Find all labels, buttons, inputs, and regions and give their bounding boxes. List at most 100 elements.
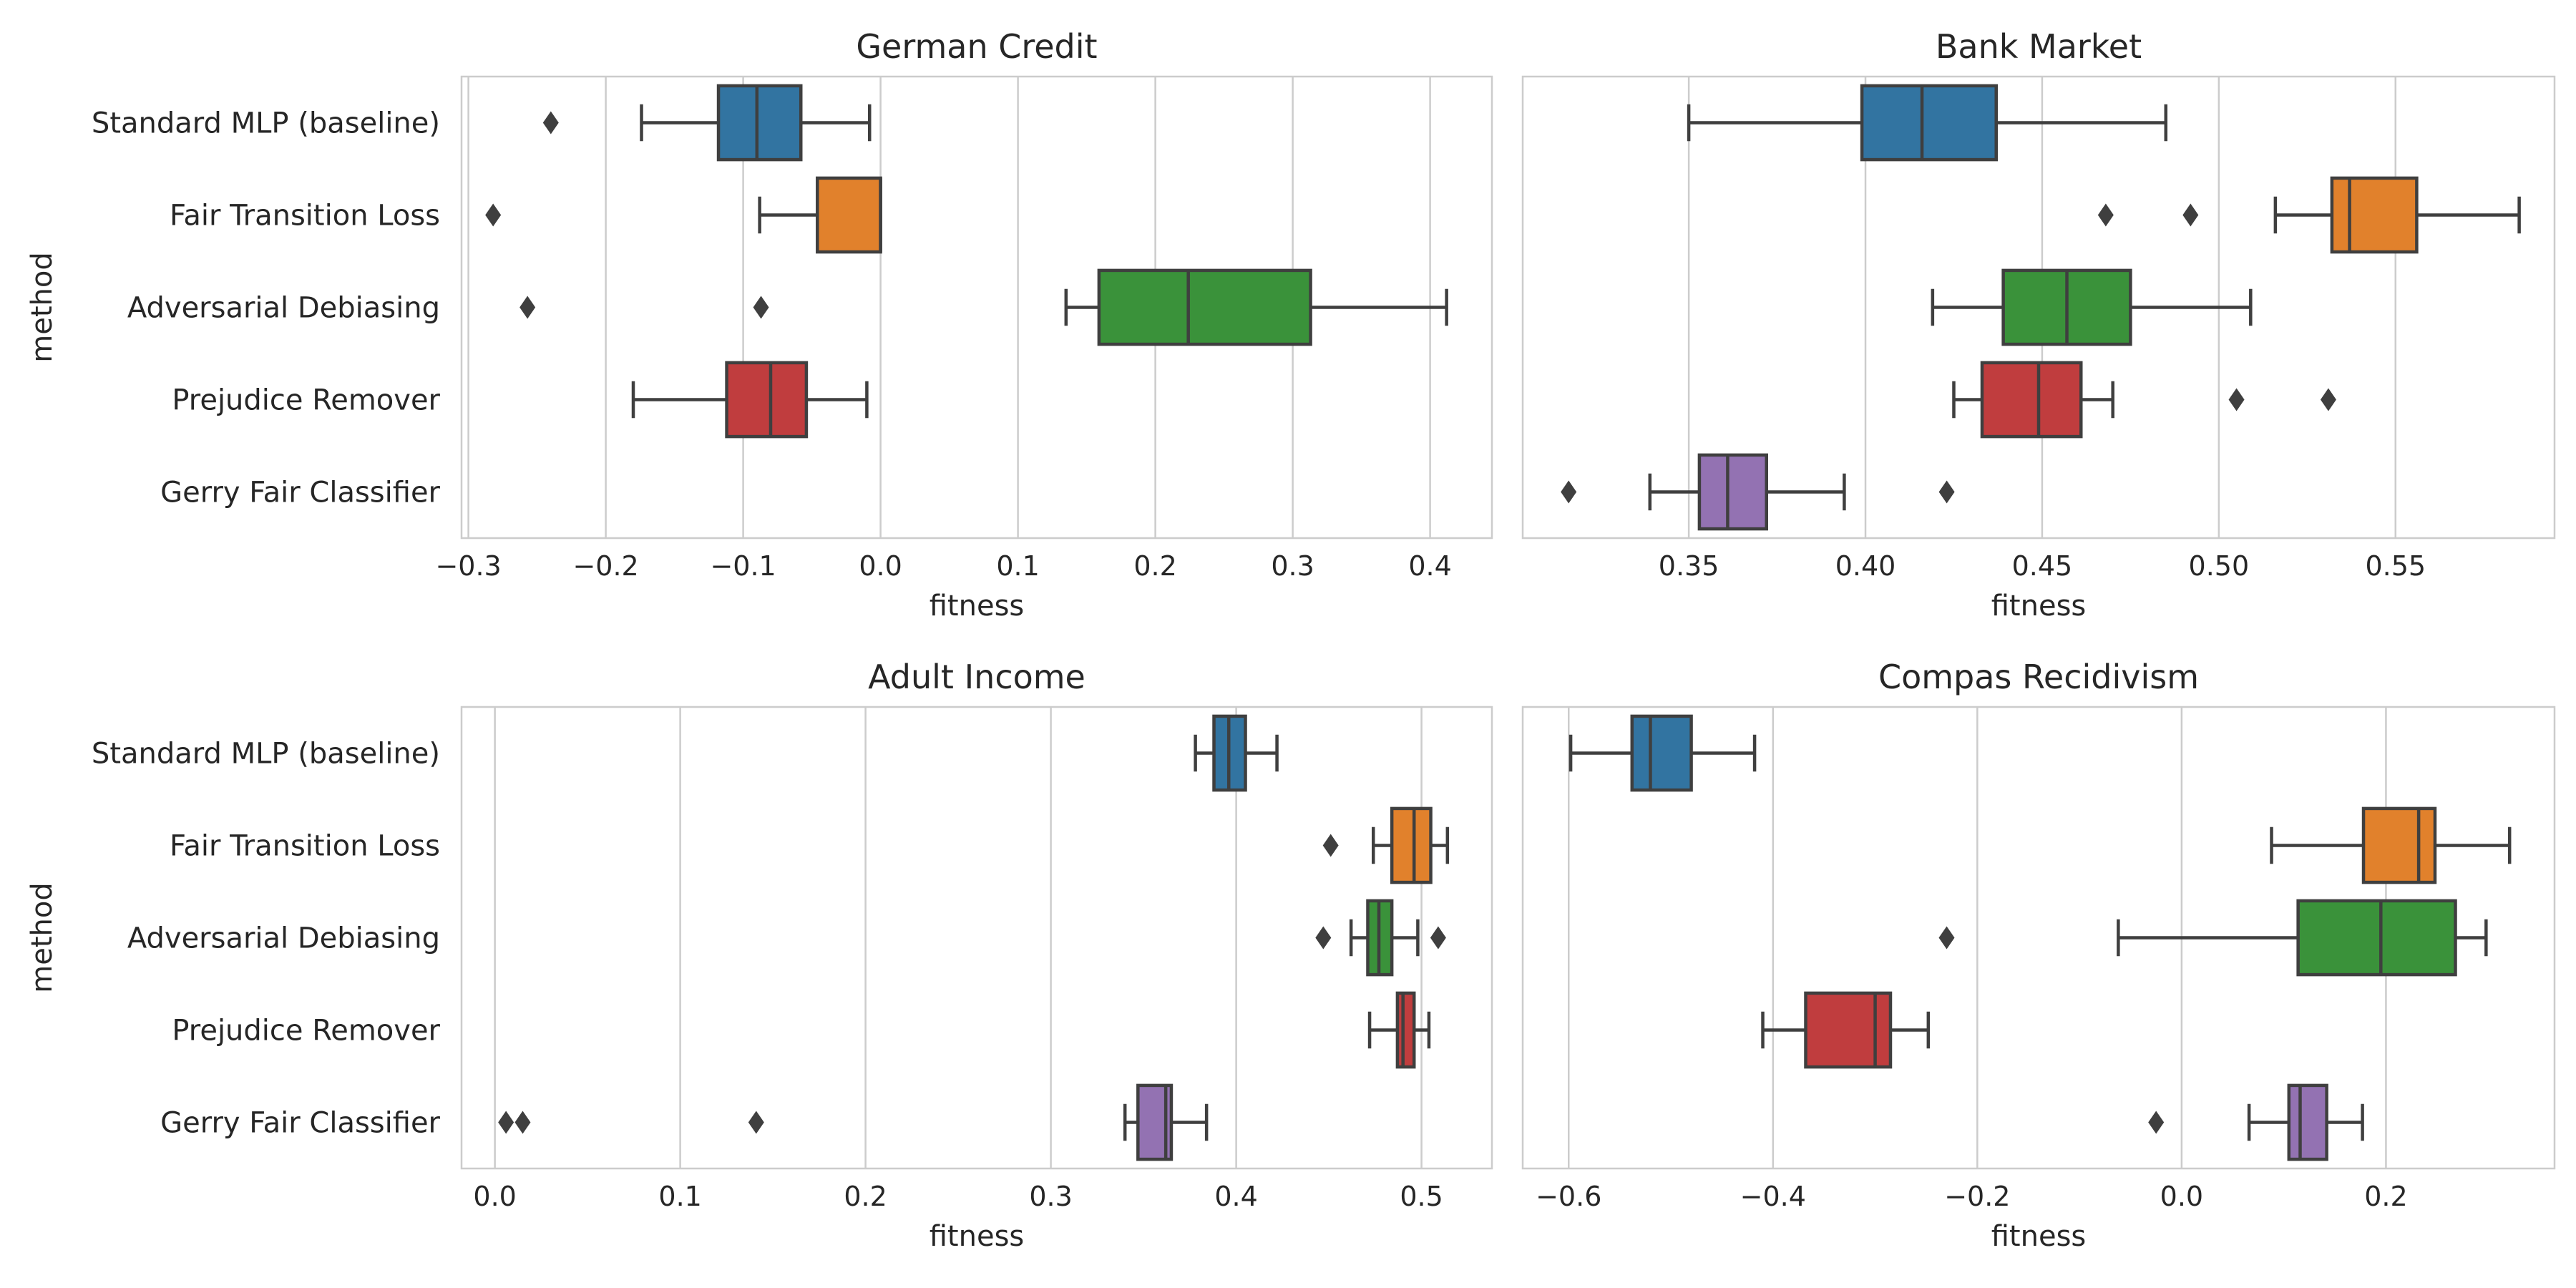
x-tick-label: 0.3 (1029, 1181, 1072, 1212)
y-category-label: Adversarial Debiasing (127, 922, 440, 955)
y-category-label: Standard MLP (baseline) (92, 738, 440, 771)
y-category-label: Standard MLP (baseline) (92, 107, 440, 140)
x-tick-label: −0.2 (572, 550, 638, 582)
box-adversarial-debiasing (1315, 899, 1446, 977)
box-standard-mlp-baseline (1194, 714, 1279, 792)
axes-frame (460, 706, 1493, 1170)
box-adversarial-debiasing (1938, 899, 2488, 977)
box-prejudice-remover (1367, 991, 1431, 1069)
iqr-box (2361, 806, 2437, 884)
iqr-box (1804, 991, 1893, 1069)
y-category-label: Prejudice Remover (172, 1015, 440, 1048)
outlier-point (1322, 834, 1339, 857)
x-tick-label: 0.5 (1400, 1181, 1443, 1212)
x-tick-label: 0.35 (1659, 550, 1719, 582)
y-axis-label: method (26, 882, 59, 992)
x-tick-label: 0.1 (658, 1181, 701, 1212)
outlier-point (1315, 926, 1332, 950)
box-prejudice-remover (1761, 991, 1931, 1069)
iqr-box (725, 361, 809, 439)
x-tick-label: 0.50 (2189, 550, 2250, 582)
outlier-point (1561, 480, 1577, 504)
y-category-label: Gerry Fair Classifier (160, 1107, 440, 1140)
outlier-point (1938, 480, 1955, 504)
iqr-box (1390, 806, 1433, 884)
outlier-point (542, 111, 559, 135)
iqr-box (1097, 268, 1312, 346)
y-category-label: Fair Transition Loss (170, 830, 440, 863)
panel-title: Bank Market (1936, 27, 2142, 66)
x-tick-label: 0.2 (2364, 1181, 2407, 1212)
axes-frame (1521, 75, 2556, 540)
outlier-point (519, 296, 536, 319)
x-tick-label: −0.3 (435, 550, 501, 582)
box-fair-transition-loss (485, 176, 882, 254)
iqr-box (2287, 1083, 2328, 1161)
outlier-point (2182, 203, 2199, 227)
iqr-box (716, 84, 803, 162)
x-axis-label: fitness (930, 590, 1025, 623)
x-tick-label: 0.2 (844, 1181, 887, 1212)
x-tick-label: 0.3 (1271, 550, 1314, 582)
iqr-box (1395, 991, 1416, 1069)
outlier-point (1938, 926, 1955, 950)
iqr-box (816, 176, 882, 254)
y-category-label: Adversarial Debiasing (127, 292, 440, 325)
iqr-box (1630, 714, 1693, 792)
box-fair-transition-loss (1322, 806, 1450, 884)
x-tick-label: 0.4 (1408, 550, 1451, 582)
outlier-point (1430, 926, 1446, 950)
x-tick-label: −0.2 (1944, 1181, 2010, 1212)
outlier-point (2228, 388, 2245, 411)
iqr-box (1980, 361, 2083, 439)
outlier-point (753, 296, 769, 319)
x-axis-label: fitness (930, 1220, 1025, 1253)
box-adversarial-debiasing (519, 268, 1448, 346)
x-tick-label: 0.0 (859, 550, 902, 582)
outlier-point (485, 203, 502, 227)
box-gerry-fair-classifier (498, 1083, 1209, 1161)
box-fair-transition-loss (2097, 176, 2521, 254)
panel-compas-recidivism: Compas Recidivism −0.6 −0.4 −0.2 0.0 0.2 fit… (1521, 658, 2556, 1253)
x-tick-label: 0.55 (2365, 550, 2426, 582)
panel-title: Compas Recidivism (1878, 658, 2199, 696)
panel-title: German Credit (856, 27, 1097, 66)
outlier-point (514, 1111, 531, 1134)
box-prejudice-remover (1952, 361, 2336, 439)
x-tick-label: −0.4 (1740, 1181, 1806, 1212)
y-category-label: Fair Transition Loss (170, 200, 440, 233)
x-tick-label: 0.45 (2012, 550, 2073, 582)
panel-bank-market: Bank Market 0.35 0.40 0.45 0.50 0.55 fitness (1521, 27, 2556, 623)
x-tick-label: −0.6 (1536, 1181, 1601, 1212)
y-category-label: Prejudice Remover (172, 384, 440, 417)
axes-frame (460, 75, 1493, 540)
y-axis-label: method (26, 252, 59, 362)
box-prejudice-remover (631, 361, 869, 439)
panel-german-credit: German Credit −0.3 −0.2 −0.1 0.0 0.1 0.2 0.3 0.… (26, 27, 1493, 623)
iqr-box (2296, 899, 2457, 977)
x-axis-label: fitness (1991, 590, 2087, 623)
y-category-label: Gerry Fair Classifier (160, 477, 440, 509)
box-gerry-fair-classifier (2148, 1083, 2364, 1161)
box-gerry-fair-classifier (1561, 453, 1955, 531)
outlier-point (2148, 1111, 2165, 1134)
x-axis-label: fitness (1991, 1220, 2087, 1253)
box-standard-mlp-baseline (1687, 84, 2168, 162)
outlier-point (748, 1111, 764, 1134)
x-tick-label: 0.40 (1835, 550, 1896, 582)
outlier-point (2097, 203, 2114, 227)
iqr-box (1697, 453, 1768, 531)
x-tick-label: 0.1 (996, 550, 1039, 582)
box-adversarial-debiasing (1931, 268, 2253, 346)
panel-title: Adult Income (868, 658, 1085, 696)
box-standard-mlp-baseline (542, 84, 872, 162)
x-tick-label: 0.0 (473, 1181, 516, 1212)
iqr-box (2330, 176, 2419, 254)
axes-frame (1521, 706, 2556, 1170)
box-fair-transition-loss (2270, 806, 2512, 884)
iqr-box (1860, 84, 1998, 162)
x-tick-label: 0.4 (1214, 1181, 1257, 1212)
x-tick-label: 0.0 (2160, 1181, 2203, 1212)
x-tick-label: −0.1 (710, 550, 776, 582)
